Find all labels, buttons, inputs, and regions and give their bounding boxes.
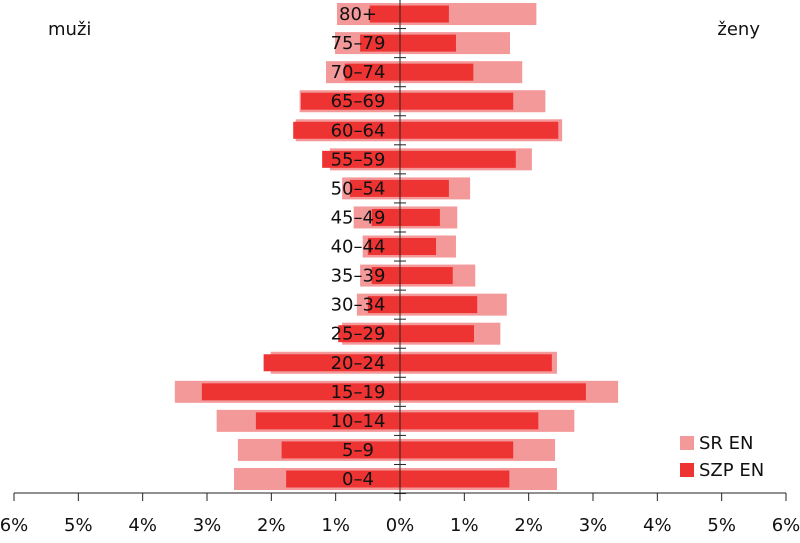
x-tick-label: 2% (514, 515, 543, 536)
category-label: 55–59 (331, 149, 386, 170)
bar-men (367, 238, 400, 256)
category-label: 60–64 (331, 120, 386, 141)
bar-women (400, 296, 478, 314)
legend-label: SZP EN (699, 460, 764, 481)
x-tick-label: 5% (707, 515, 736, 536)
bar-men (338, 325, 400, 343)
category-label: 35–39 (331, 266, 386, 287)
bar-women (400, 150, 516, 168)
bar-women (400, 441, 514, 459)
legend-label: SR EN (699, 433, 754, 454)
bar-men (281, 441, 400, 459)
category-label: 15–19 (331, 382, 386, 403)
bar-men (201, 383, 400, 401)
bar-women (400, 325, 474, 343)
bar-men (300, 92, 400, 110)
x-tick-label: 6% (0, 515, 28, 536)
x-tick-label: 3% (579, 515, 608, 536)
bar-women (400, 354, 552, 372)
bar-women (400, 121, 559, 139)
x-tick-label: 3% (193, 515, 222, 536)
category-label: 10–14 (331, 411, 386, 432)
bar-women (400, 179, 449, 197)
category-label: 70–74 (331, 62, 386, 83)
x-tick-label: 2% (257, 515, 286, 536)
bar-women (400, 208, 440, 226)
x-tick-label: 6% (772, 515, 800, 536)
bar-women (400, 412, 539, 430)
x-tick-label: 5% (64, 515, 93, 536)
legend-swatch (680, 463, 694, 477)
bar-women (400, 63, 474, 81)
bar-women (400, 470, 510, 488)
bar-men (255, 412, 400, 430)
legend-swatch (680, 436, 694, 450)
bar-men (369, 5, 400, 23)
x-tick-label: 4% (643, 515, 672, 536)
category-label: 65–69 (331, 91, 386, 112)
bar-men (371, 208, 400, 226)
bar-men (371, 267, 400, 285)
bar-men (286, 470, 400, 488)
bar-men (344, 63, 400, 81)
category-label: 45–49 (331, 207, 386, 228)
bar-men (293, 121, 400, 139)
category-label: 20–24 (331, 353, 386, 374)
bar-men (263, 354, 400, 372)
left-label: muži (48, 19, 91, 40)
bar-men (322, 150, 400, 168)
x-tick-label: 4% (128, 515, 157, 536)
bar-men (367, 296, 400, 314)
bar-women (400, 5, 449, 23)
x-tick-label: 1% (321, 515, 350, 536)
category-label: 50–54 (331, 178, 386, 199)
category-label: 40–44 (331, 237, 386, 258)
bar-women (400, 34, 456, 52)
bar-women (400, 383, 586, 401)
x-tick-label: 0% (386, 515, 415, 536)
bar-men (349, 179, 400, 197)
bar-women (400, 92, 514, 110)
bar-men (360, 34, 400, 52)
bar-women (400, 267, 453, 285)
right-label: ženy (717, 19, 760, 40)
category-label: 30–34 (331, 295, 386, 316)
category-label: 0–4 (342, 469, 374, 490)
category-label: 75–79 (331, 33, 386, 54)
bar-women (400, 238, 437, 256)
category-label: 5–9 (342, 440, 374, 461)
category-label: 80+ (339, 4, 377, 25)
category-label: 25–29 (331, 324, 386, 345)
x-tick-label: 1% (450, 515, 479, 536)
